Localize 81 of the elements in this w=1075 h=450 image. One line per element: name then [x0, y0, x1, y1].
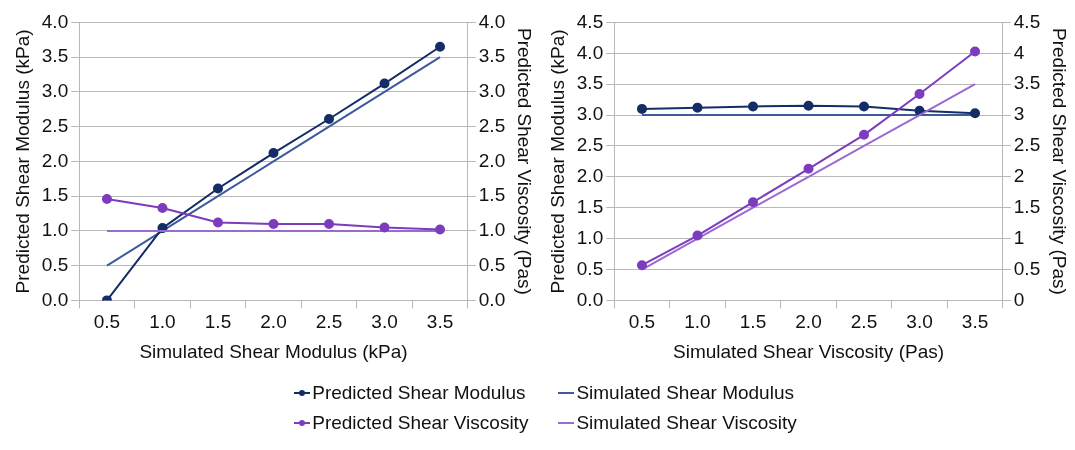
y-tick-label: 3.0 — [576, 103, 604, 125]
x-tick-label: 1.5 — [739, 311, 767, 333]
y-tick-label: 3.5 — [576, 72, 604, 94]
y2-tick-label: 4.5 — [1013, 10, 1041, 32]
y-axis-title: Predicted Shear Modulus (kPa) — [11, 29, 33, 294]
point — [212, 217, 223, 228]
point — [859, 129, 870, 140]
y-tick-label: 1.0 — [576, 226, 604, 248]
y-tick-label: 2.0 — [41, 149, 69, 171]
x-tick-label: 3.0 — [906, 311, 933, 333]
y-tick-label: 3.0 — [41, 80, 69, 102]
y-tick-label: 2.5 — [41, 114, 69, 136]
y2-tick-label: 1.0 — [478, 219, 506, 241]
point — [379, 78, 390, 89]
point — [435, 224, 446, 235]
point — [747, 197, 758, 208]
y-tick-label: 4.5 — [576, 10, 604, 32]
y-tick-label: 1.5 — [576, 195, 604, 217]
x-tick-label: 2.0 — [260, 311, 287, 333]
x-tick-label: 2.5 — [850, 311, 878, 333]
point — [636, 260, 647, 271]
y2-tick-label: 2.5 — [478, 114, 506, 136]
x-tick-label: 2.0 — [795, 311, 822, 333]
legend-label: Predicted Shear Modulus — [312, 382, 526, 404]
y-axis-title: Predicted Shear Modulus (kPa) — [546, 29, 568, 294]
point — [157, 202, 168, 213]
y2-tick-label: 2.5 — [1013, 134, 1041, 156]
point — [970, 46, 981, 57]
point — [268, 218, 279, 229]
y2-tick-label: 0.5 — [478, 253, 506, 275]
x-tick-label: 1.0 — [684, 311, 711, 333]
y-tick-label: 4.0 — [576, 41, 604, 63]
x-tick-label: 1.0 — [149, 311, 176, 333]
x-tick-label: 3.0 — [371, 311, 398, 333]
legend-label: Simulated Shear Viscosity — [576, 412, 797, 434]
y2-axis-title: Predicted Shear Viscosity (Pas) — [1049, 27, 1071, 295]
point — [268, 148, 279, 159]
y-tick-label: 0.0 — [41, 288, 69, 310]
point — [692, 230, 703, 241]
y-tick-label: 0.0 — [576, 288, 604, 310]
x-axis-title: Simulated Shear Viscosity (Pas) — [672, 340, 945, 362]
x-tick-label: 1.5 — [204, 311, 232, 333]
legend-label: Simulated Shear Modulus — [576, 382, 794, 404]
y-tick-label: 2.5 — [576, 134, 604, 156]
x-tick-label: 0.5 — [93, 311, 121, 333]
y2-tick-label: 2 — [1013, 165, 1025, 187]
point — [324, 218, 335, 229]
point — [101, 193, 112, 204]
y-tick-label: 0.5 — [576, 257, 604, 279]
y2-tick-label: 1 — [1013, 226, 1025, 248]
y2-tick-label: 3 — [1013, 103, 1025, 125]
y-tick-label: 2.0 — [576, 165, 604, 187]
point — [435, 41, 446, 52]
y2-axis-title: Predicted Shear Viscosity (Pas) — [514, 27, 536, 295]
y-tick-label: 0.5 — [41, 253, 69, 275]
point — [914, 89, 925, 100]
y2-tick-label: 3.0 — [478, 80, 506, 102]
y-tick-label: 3.5 — [41, 45, 69, 67]
y2-tick-label: 3.5 — [478, 45, 506, 67]
y2-tick-label: 4.0 — [478, 10, 506, 32]
point — [324, 114, 335, 125]
y2-tick-label: 0.0 — [478, 288, 506, 310]
x-tick-label: 0.5 — [628, 311, 656, 333]
point — [379, 222, 390, 233]
y2-tick-label: 1.5 — [1013, 195, 1041, 217]
y-tick-label: 4.0 — [41, 10, 69, 32]
y-tick-label: 1.5 — [41, 184, 69, 206]
y2-tick-label: 2.0 — [478, 149, 506, 171]
legend-label: Predicted Shear Viscosity — [312, 412, 529, 434]
x-axis-title: Simulated Shear Modulus (kPa) — [139, 340, 408, 362]
y2-tick-label: 1.5 — [478, 184, 506, 206]
point — [212, 183, 223, 194]
y2-tick-label: 0 — [1013, 288, 1025, 310]
x-tick-label: 3.5 — [961, 311, 989, 333]
x-tick-label: 3.5 — [426, 311, 454, 333]
x-tick-label: 2.5 — [315, 311, 343, 333]
y2-tick-label: 0.5 — [1013, 257, 1041, 279]
y2-tick-label: 4 — [1013, 41, 1025, 63]
y-tick-label: 1.0 — [41, 219, 69, 241]
y2-tick-label: 3.5 — [1013, 72, 1041, 94]
point — [803, 163, 814, 174]
